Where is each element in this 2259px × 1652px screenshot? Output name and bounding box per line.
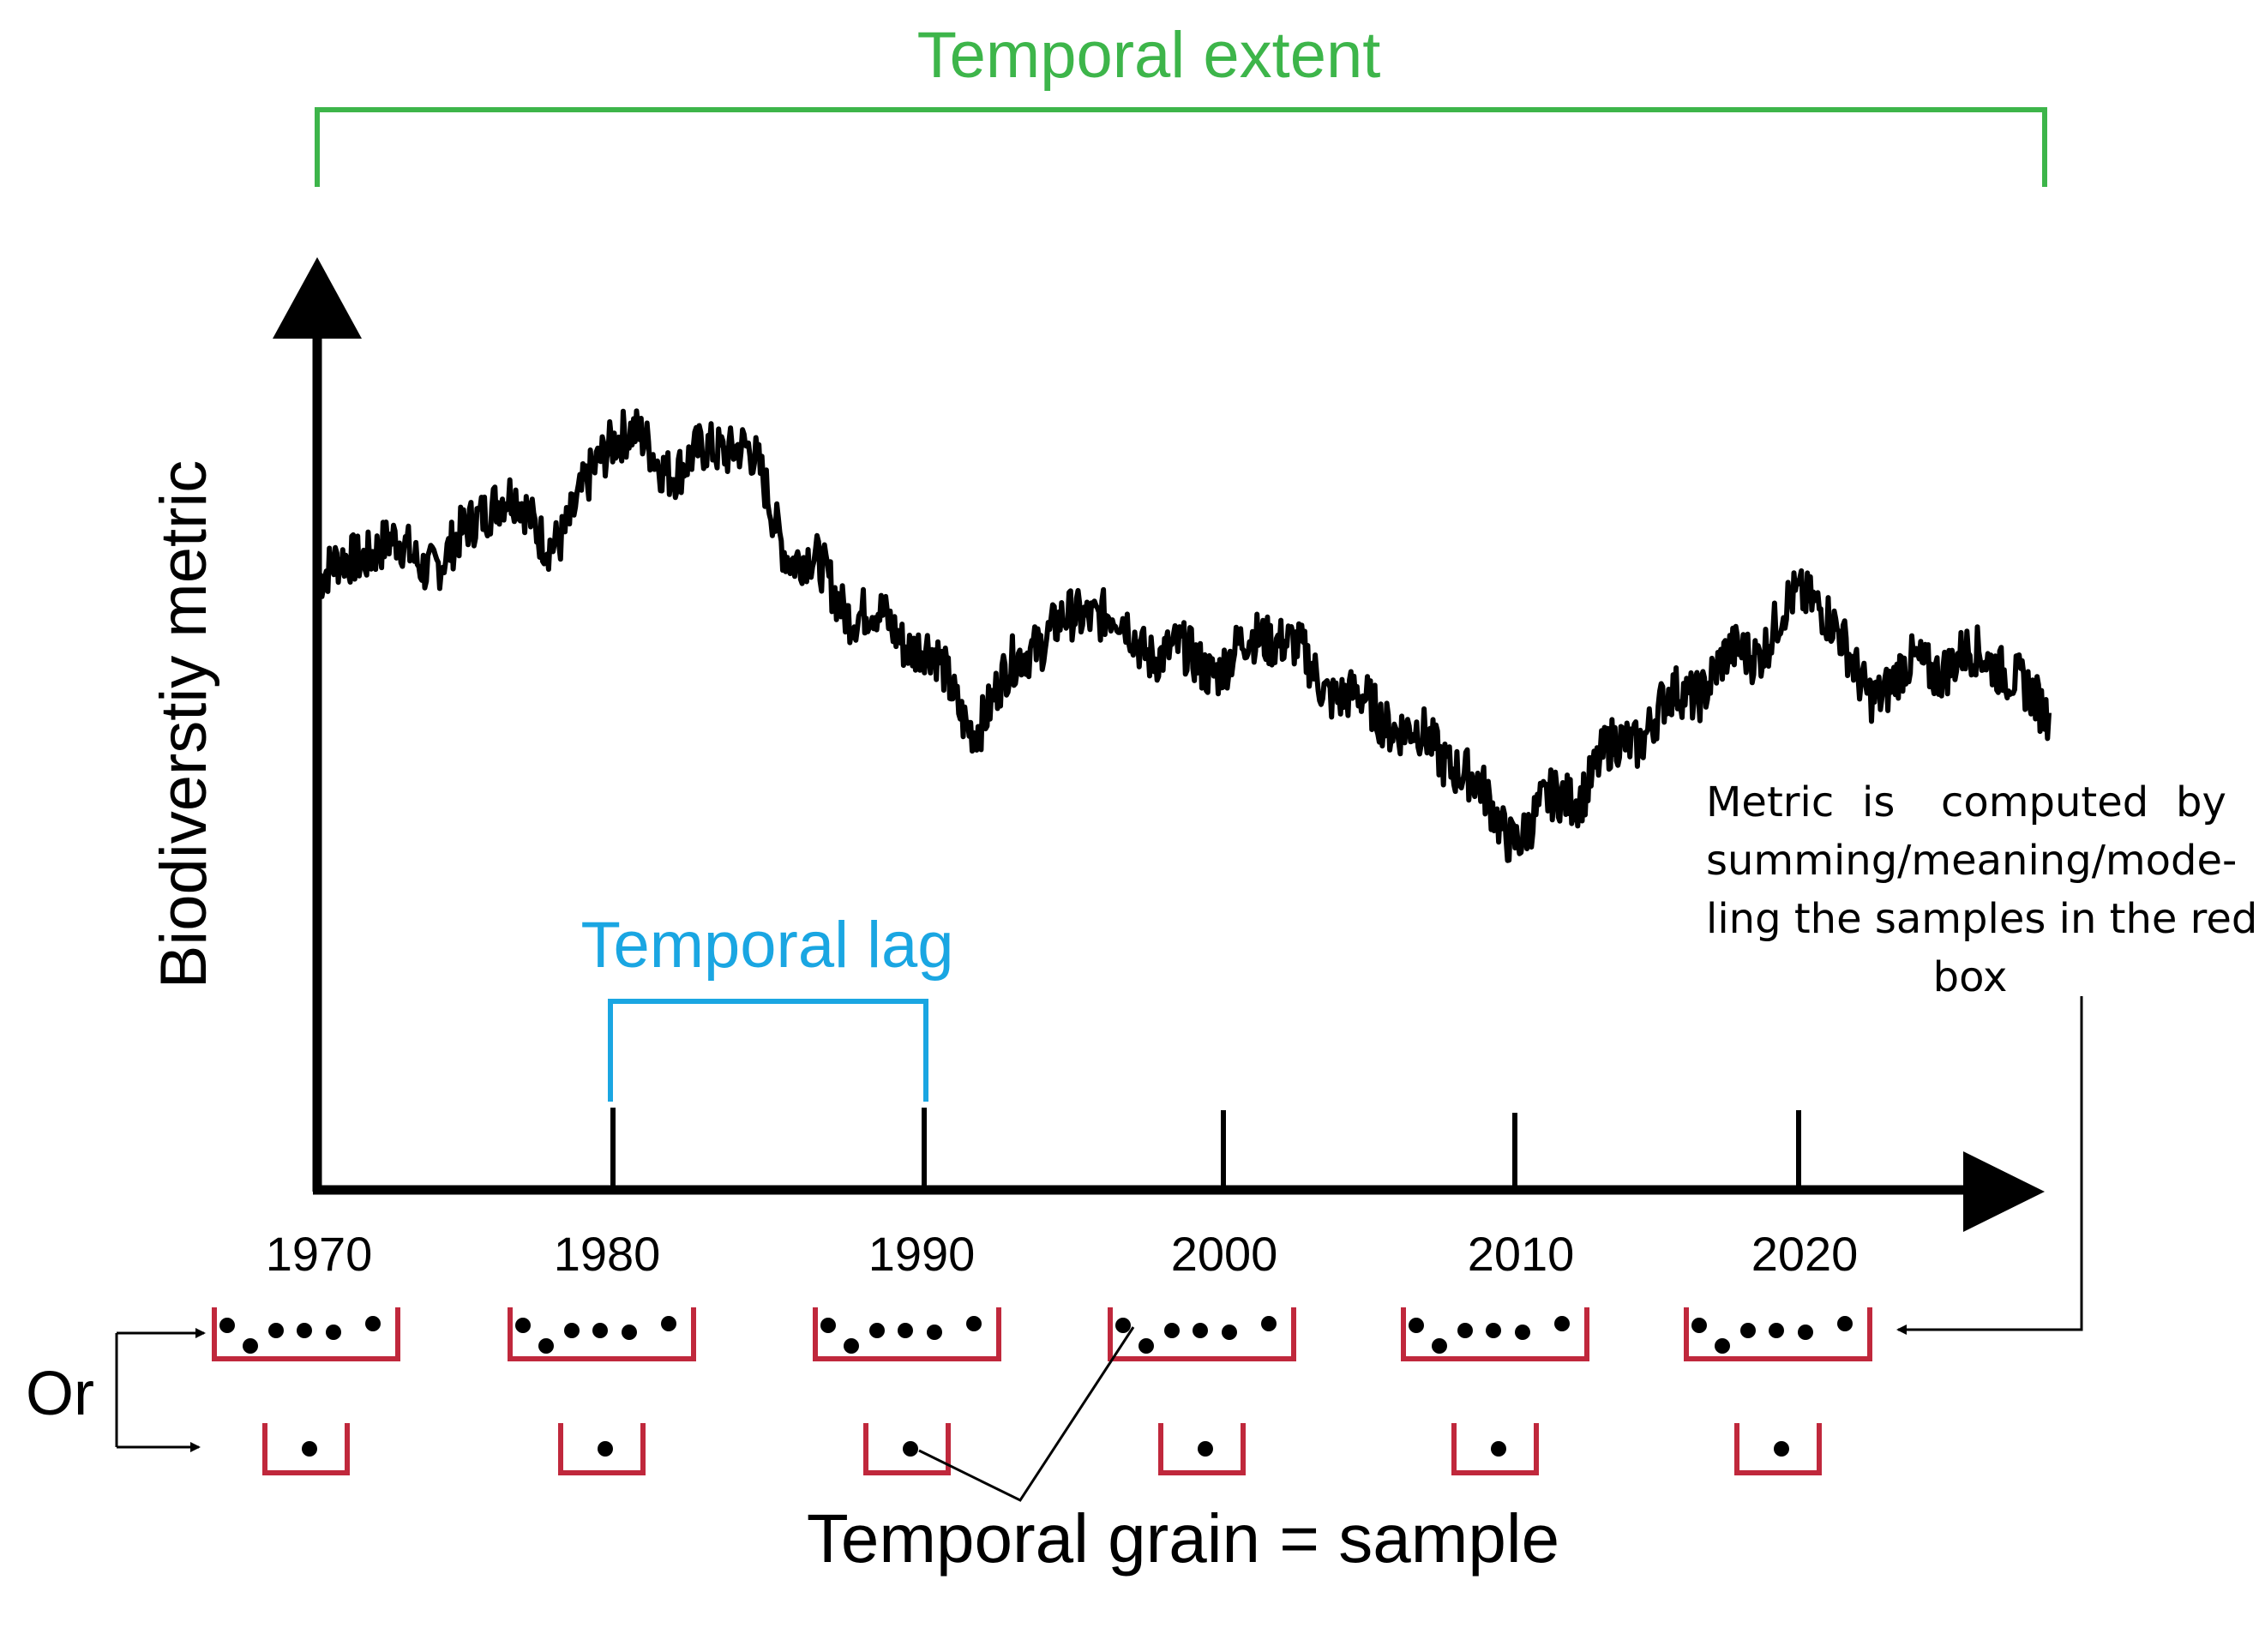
sample-dot	[326, 1325, 341, 1340]
sample-box-multi	[212, 1307, 400, 1361]
sample-dot	[1837, 1316, 1853, 1331]
sample-box-single	[1158, 1423, 1246, 1475]
sample-dot	[592, 1323, 608, 1338]
sample-dot-single	[1774, 1441, 1789, 1457]
sample-box-multi	[508, 1307, 696, 1361]
sample-box-multi	[1684, 1307, 1872, 1361]
sample-dot	[1193, 1323, 1208, 1338]
sample-dot	[661, 1316, 676, 1331]
sample-dot	[1261, 1316, 1277, 1331]
sample-dot	[820, 1318, 836, 1333]
sample-dot	[268, 1323, 284, 1338]
temporal-extent-label: Temporal extent	[917, 19, 1381, 92]
samples-layer	[212, 1307, 1872, 1475]
sample-dot	[1457, 1323, 1473, 1338]
sample-dot	[1554, 1316, 1570, 1331]
year-label: 1980	[554, 1227, 661, 1281]
year-label: 2020	[1751, 1227, 1859, 1281]
note-line: ling the samples in the red	[1706, 895, 2257, 943]
sample-dot	[538, 1338, 554, 1354]
sample-dot	[844, 1338, 859, 1354]
sample-dot	[243, 1338, 258, 1354]
sample-dot	[219, 1318, 235, 1333]
sample-dot	[297, 1323, 312, 1338]
sample-dot	[1222, 1325, 1237, 1340]
sample-dot	[869, 1323, 885, 1338]
sample-box-single	[1451, 1423, 1539, 1475]
sample-dot	[622, 1325, 637, 1340]
or-label: Or	[26, 1360, 94, 1428]
sample-dot	[564, 1323, 580, 1338]
series-layer	[316, 408, 2052, 863]
year-label: 2000	[1171, 1227, 1278, 1281]
sample-box-single	[863, 1423, 951, 1475]
sample-box-multi	[813, 1307, 1001, 1361]
sample-dot	[1798, 1325, 1813, 1340]
sample-dot	[927, 1325, 942, 1340]
sample-dot	[1139, 1338, 1154, 1354]
temporal-lag-bracket	[608, 999, 928, 1102]
note-word: computed	[1941, 778, 2148, 826]
sample-dot-single	[302, 1441, 317, 1457]
note-word: by	[2176, 778, 2226, 826]
note-line: box	[1933, 953, 2008, 1001]
sample-dot	[1769, 1323, 1784, 1338]
y-axis-arrowhead	[273, 257, 362, 339]
sample-dot	[1432, 1338, 1447, 1354]
temporal-lag-label: Temporal lag	[580, 909, 953, 982]
note-word: is	[1862, 778, 1895, 826]
sample-dot	[898, 1323, 913, 1338]
sample-dot-single	[1491, 1441, 1506, 1457]
sample-box-single	[1734, 1423, 1822, 1475]
sample-dot	[1515, 1325, 1530, 1340]
note-word: Metric	[1706, 778, 1834, 826]
note-connector-arrow	[1896, 996, 2083, 1335]
sample-dot	[1409, 1318, 1424, 1333]
sample-dot	[1115, 1318, 1131, 1333]
sample-dot	[966, 1316, 982, 1331]
sample-dot	[1740, 1323, 1756, 1338]
year-label: 1970	[266, 1227, 373, 1281]
note-line: summing/meaning/mode-	[1706, 837, 2237, 885]
sample-box-single	[558, 1423, 646, 1475]
sample-dot	[515, 1318, 531, 1333]
temporal-grain-label: Temporal grain = sample	[807, 1500, 1559, 1577]
sample-dot	[365, 1316, 381, 1331]
sample-box-multi	[1108, 1307, 1296, 1361]
sample-dot	[1691, 1318, 1707, 1333]
year-label: 1990	[868, 1227, 976, 1281]
sample-box-multi	[1401, 1307, 1589, 1361]
y-axis-label: Biodiverstiy metric	[147, 460, 220, 989]
sample-dot	[1164, 1323, 1180, 1338]
sample-dot	[1715, 1338, 1730, 1354]
metric-note: Metric is computed by summing/meaning/mo…	[1706, 778, 2257, 1001]
sample-dot-single	[598, 1441, 613, 1457]
year-label: 2010	[1468, 1227, 1575, 1281]
x-tick-labels: 1970 1980 1990 2000 2010 2020	[266, 1227, 1859, 1281]
sample-dot-single	[1198, 1441, 1213, 1457]
sample-dot	[1486, 1323, 1501, 1338]
grain-pointer	[918, 1326, 1135, 1502]
temporal-extent-bracket	[315, 107, 2047, 187]
sample-dot-single	[903, 1441, 918, 1457]
x-axis-ticks	[610, 1108, 1801, 1186]
x-axis-arrowhead	[1963, 1151, 2045, 1232]
biodiversity-metric-line	[316, 408, 2052, 863]
sample-box-single	[262, 1423, 350, 1475]
